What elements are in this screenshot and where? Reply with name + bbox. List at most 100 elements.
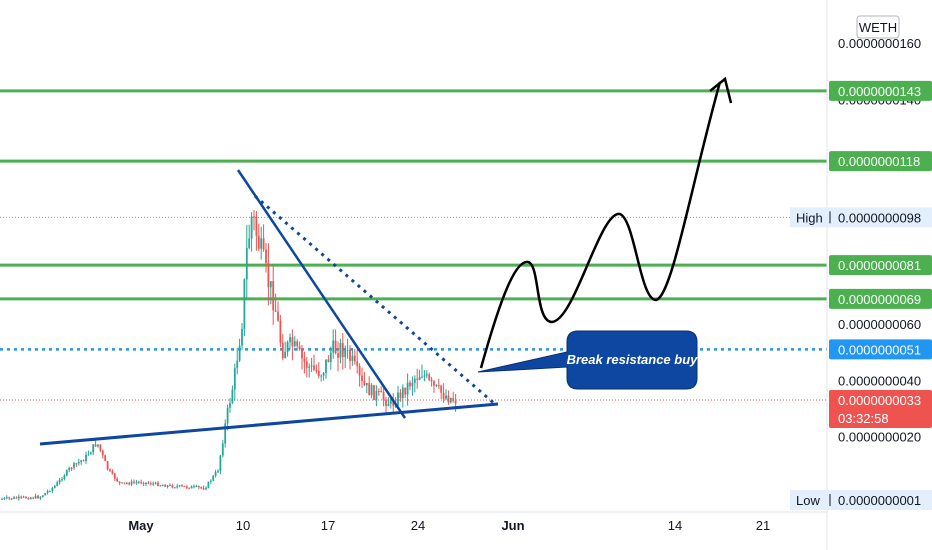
candle-body	[111, 470, 114, 474]
candle-body	[80, 460, 83, 462]
low-tag-prefix: Low	[796, 493, 820, 508]
candle-body	[301, 349, 303, 359]
candle-body	[440, 385, 443, 393]
candle-body	[341, 343, 344, 357]
candle-body	[416, 378, 419, 380]
candle-body	[164, 485, 167, 487]
resistance-tag-bg	[829, 151, 932, 172]
x-tick-label: May	[128, 518, 154, 533]
breakout-tag-label: 0.0000000051	[838, 342, 921, 357]
last-price-tag-label: 0.0000000033	[838, 393, 921, 408]
candle-body	[399, 392, 402, 398]
candle-body	[245, 247, 248, 280]
candle-body	[243, 279, 246, 329]
candle-body	[267, 263, 270, 288]
callout-bubble	[477, 330, 698, 390]
candle-body	[185, 486, 188, 488]
candle-body	[269, 281, 272, 288]
candle-body	[73, 463, 75, 468]
candle-body	[70, 467, 73, 469]
resistance-tag-label: 0.0000000118	[838, 154, 920, 169]
resistance-tag-bg	[829, 80, 932, 101]
candle-body	[293, 341, 296, 347]
candle-body	[375, 390, 378, 401]
candle-body	[425, 374, 428, 376]
candle-body	[176, 486, 179, 488]
candle-body	[385, 399, 387, 407]
candle-body	[178, 485, 181, 487]
candle-body	[361, 375, 363, 382]
candle-body	[255, 216, 258, 236]
candle-body	[442, 392, 445, 399]
candle-body	[430, 379, 433, 382]
candle-body	[308, 366, 311, 368]
candle-body	[123, 482, 126, 484]
candle-body	[197, 486, 200, 488]
candle-body	[286, 342, 289, 352]
candle-body	[382, 392, 385, 400]
candle-body	[377, 390, 380, 392]
candle-body	[181, 485, 183, 487]
candle-body	[447, 395, 450, 403]
projection-path	[479, 81, 722, 369]
candle-body	[435, 384, 438, 386]
candle-body	[142, 483, 145, 485]
candle-body	[39, 497, 42, 499]
candle-body	[248, 238, 251, 248]
countdown-label: 03:32:58	[838, 411, 889, 426]
candle-body	[387, 403, 390, 407]
candle-body	[401, 387, 404, 398]
y-tick-label: 0.0000000060	[838, 317, 921, 332]
annotation-text: Break resistance buy	[567, 352, 699, 367]
candle-body	[29, 497, 32, 500]
candle-body	[104, 455, 107, 462]
candle-body	[166, 485, 169, 487]
support-trendline	[39, 402, 499, 446]
candle-body	[209, 480, 212, 482]
candle-body	[63, 475, 66, 480]
candle-body	[339, 343, 342, 358]
annotation-callout[interactable]: Break resistance buy	[477, 330, 699, 390]
candle-body	[193, 486, 195, 488]
candle-body	[145, 482, 147, 485]
candle-body	[161, 485, 164, 487]
candle-body	[17, 496, 20, 499]
candle-body	[334, 340, 337, 354]
candle-body	[15, 497, 18, 499]
candle-body	[87, 454, 90, 456]
candle-body	[368, 383, 371, 396]
candle-body	[241, 328, 243, 346]
candle-body	[337, 353, 339, 358]
candle-body	[171, 485, 174, 488]
candle-body	[344, 350, 347, 357]
candle-body	[169, 485, 171, 487]
high-tag-label: 0.0000000098	[838, 210, 921, 225]
candle-body	[332, 340, 335, 353]
candle-body	[183, 485, 186, 487]
resistance-tag-label: 0.0000000143	[838, 84, 921, 99]
candle-body	[315, 369, 318, 371]
candle-body	[217, 471, 219, 473]
candle-body	[130, 481, 133, 485]
last-price-tag-bg	[829, 390, 932, 428]
candle-body	[229, 403, 231, 408]
currency-label: WETH	[856, 15, 900, 39]
candle-body	[262, 238, 265, 250]
candle-body	[212, 475, 215, 481]
candle-body	[363, 381, 366, 386]
candle-body	[236, 360, 239, 369]
candle-body	[329, 352, 332, 363]
time-axis[interactable]: May 10 17 24 Jun 14 21	[128, 518, 770, 533]
resistance-tag-label: 0.0000000081	[838, 258, 921, 273]
candle-body	[10, 498, 13, 500]
candle-body	[325, 359, 327, 373]
candle-body	[445, 395, 447, 399]
candle-body	[152, 483, 155, 485]
candle-body	[207, 481, 210, 489]
candle-body	[310, 365, 313, 367]
candle-body	[452, 398, 455, 401]
candle-body	[272, 281, 275, 311]
candle-body	[303, 358, 306, 362]
low-tag-bg	[790, 490, 932, 510]
